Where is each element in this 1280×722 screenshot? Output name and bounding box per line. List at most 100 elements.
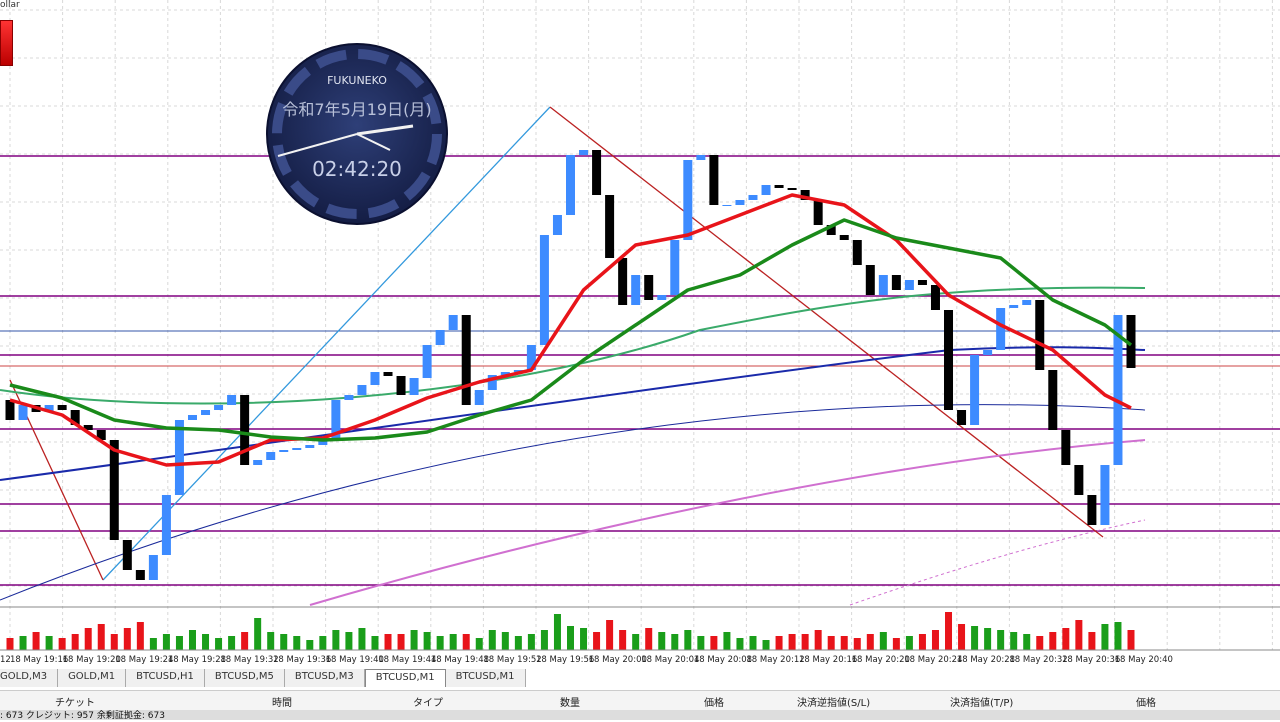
x-tick-label: 18 May 20:16 — [799, 655, 857, 665]
volume-bar — [358, 628, 366, 650]
x-tick-label: 18 May 20:40 — [1115, 655, 1173, 665]
candle — [1048, 370, 1058, 430]
candle — [552, 215, 562, 235]
moving-average — [9, 218, 1133, 442]
tab[interactable]: GOLD,M3 — [0, 669, 59, 687]
ma-thin — [0, 346, 1146, 481]
candle — [1100, 465, 1110, 525]
volume-bar — [593, 632, 601, 650]
candle — [957, 410, 967, 425]
candle — [722, 205, 732, 206]
volume-bar — [6, 638, 14, 650]
candle — [865, 265, 875, 295]
candle — [357, 385, 367, 395]
volume-bar — [723, 632, 731, 650]
x-tick-label: 18 May 20:08 — [694, 655, 752, 665]
candle — [813, 200, 823, 225]
volume-bar — [202, 634, 210, 650]
candle — [344, 395, 354, 400]
close-button[interactable] — [0, 20, 13, 66]
column-header: チケット — [55, 698, 95, 709]
volume-bar — [931, 630, 939, 650]
volume-bar — [1010, 632, 1018, 650]
volume-bar — [423, 632, 431, 650]
clock-date: 令和7年5月19日(月) — [282, 100, 431, 119]
candle — [435, 330, 445, 345]
volume-bar — [762, 640, 770, 650]
volume-bar — [19, 636, 27, 650]
candle — [5, 400, 15, 420]
volume-bar — [567, 626, 574, 650]
volume-bar — [892, 638, 900, 650]
volume-bar — [749, 636, 757, 650]
x-tick-label: 18 May 20:36 — [1062, 655, 1120, 665]
x-tick-label: 18 May 19:44 — [378, 655, 436, 665]
volume-bar — [449, 634, 457, 650]
candle — [396, 376, 406, 395]
volume-bar — [162, 634, 170, 650]
volume-bar — [319, 636, 327, 650]
candle — [422, 345, 432, 378]
volume-bar — [384, 634, 392, 650]
volume-bar — [488, 630, 496, 650]
candle — [201, 410, 211, 415]
volume-bar — [853, 638, 861, 650]
column-header: 価格 — [1136, 698, 1156, 709]
candle — [930, 285, 940, 310]
candle — [383, 372, 393, 376]
volume-bar — [228, 636, 236, 650]
tab[interactable]: BTCUSD,M3 — [284, 669, 365, 687]
candle — [96, 430, 106, 440]
ma-thin — [0, 286, 1146, 405]
volume-bar — [1101, 624, 1109, 650]
candle — [566, 155, 575, 215]
volume-bar — [1036, 636, 1044, 650]
volume-bar — [905, 636, 913, 650]
volume-bar — [827, 636, 835, 650]
tab[interactable]: BTCUSD,M1 — [445, 669, 526, 687]
x-tick-label: 18 May 20:28 — [957, 655, 1015, 665]
candle — [618, 258, 628, 305]
candle — [461, 315, 471, 405]
volume-bar — [462, 634, 470, 650]
clock-hand — [356, 133, 391, 151]
tab[interactable]: GOLD,M1 — [58, 669, 127, 687]
candle — [852, 240, 862, 265]
volume-bar — [984, 628, 992, 650]
column-headers: チケット 時間 タイプ 数量 価格 決済逆指値(S/L) 決済指値(T/P) 価格 — [0, 690, 1280, 711]
x-tick-label: 18 May 19:28 — [168, 655, 226, 665]
x-tick-label: 18 May 20:24 — [904, 655, 962, 665]
volume-bar — [1075, 620, 1083, 650]
candle — [253, 460, 263, 465]
candle — [1126, 315, 1136, 368]
status-bar: : 673 クレジット: 957 余剰証拠金: 673 — [0, 710, 1280, 721]
volume-bar — [1127, 630, 1135, 650]
volume-bar — [58, 638, 66, 650]
candle — [161, 495, 171, 555]
clock-hand — [356, 124, 414, 136]
column-header: 価格 — [704, 698, 724, 709]
tabs: GOLD,M3 GOLD,M1 BTCUSD,H1 BTCUSD,M5 BTCUSD,M… — [0, 669, 526, 687]
candle — [605, 195, 615, 258]
candle — [683, 160, 693, 240]
volume-bar — [293, 636, 301, 650]
tab[interactable]: BTCUSD,H1 — [126, 669, 205, 687]
candle — [709, 155, 719, 205]
volume-bar — [110, 634, 118, 650]
candle — [331, 400, 341, 440]
volume-bar — [619, 630, 627, 650]
candle — [1087, 495, 1097, 525]
candle — [631, 275, 641, 305]
tab[interactable]: BTCUSD,M1 — [364, 669, 446, 687]
volume-bar — [606, 620, 614, 650]
x-tick-label: 18 May 19:48 — [431, 655, 489, 665]
candle — [526, 345, 536, 370]
x-tick-label: 18 May 19:40 — [326, 655, 384, 665]
candle — [44, 405, 54, 412]
volume-bar — [971, 626, 979, 650]
candle — [409, 378, 419, 395]
tab[interactable]: BTCUSD,M5 — [204, 669, 285, 687]
candle — [474, 390, 484, 405]
volume-bar — [175, 636, 183, 650]
candle — [1074, 465, 1084, 495]
